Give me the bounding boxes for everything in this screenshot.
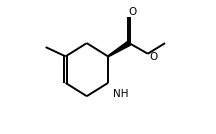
Text: NH: NH — [113, 89, 128, 99]
Text: O: O — [150, 52, 158, 62]
Text: O: O — [128, 7, 137, 17]
Polygon shape — [108, 41, 130, 57]
